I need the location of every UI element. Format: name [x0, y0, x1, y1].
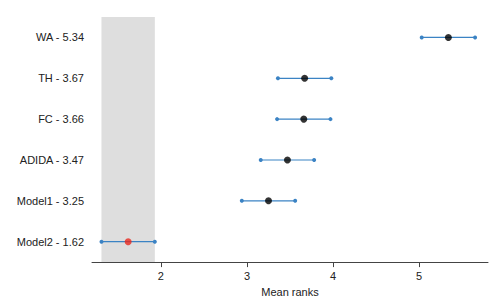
- svg-text:WA - 5.34: WA - 5.34: [36, 31, 84, 43]
- svg-text:Mean ranks: Mean ranks: [261, 286, 319, 298]
- svg-text:ADIDA - 3.47: ADIDA - 3.47: [20, 154, 84, 166]
- svg-text:2: 2: [158, 270, 164, 282]
- svg-text:TH - 3.67: TH - 3.67: [38, 72, 84, 84]
- svg-text:3: 3: [244, 270, 250, 282]
- svg-text:FC - 3.66: FC - 3.66: [38, 113, 84, 125]
- svg-text:5: 5: [416, 270, 422, 282]
- svg-text:4: 4: [330, 270, 336, 282]
- svg-text:Model1 - 3.25: Model1 - 3.25: [17, 195, 84, 207]
- svg-text:Model2 - 1.62: Model2 - 1.62: [17, 236, 84, 248]
